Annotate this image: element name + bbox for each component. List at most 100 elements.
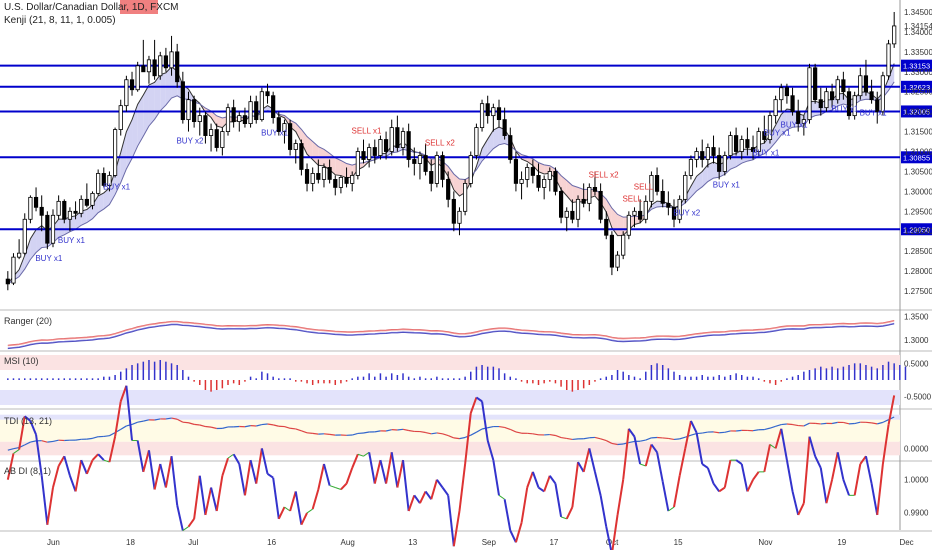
tdi-line-segment [470,431,477,436]
abdi-line-segment [690,420,698,434]
candle-body [333,179,338,188]
candle-body [728,135,733,156]
price-tick-label: 1.33000 [904,68,932,77]
tdi-line-segment [137,420,144,423]
ribbon-segment [482,139,488,162]
candle-body [141,65,146,73]
tdi-line-segment [188,422,195,425]
candle-body [745,139,750,148]
candle-body [446,179,451,200]
abdi-line-segment [814,455,822,469]
tdi-line-segment [402,428,409,432]
abdi-line-segment [582,448,591,473]
candle-body [214,129,219,148]
abdi-line-segment [740,463,749,492]
candle-body [750,147,756,152]
tdi-line-segment [431,432,437,435]
tdi-line-segment [679,436,686,440]
buy-signal-label: BUY x1 [58,236,86,245]
level-tag-label: 1.30855 [903,153,930,162]
candle-body [734,135,739,152]
msi-tick-label: -0.5000 [904,393,932,402]
abdi-line-segment [340,482,348,491]
ribbon-segment [572,185,579,203]
candle-body [293,143,298,150]
abdi-line-segment [357,453,364,457]
ribbon-segment [346,163,353,178]
abdi-line-segment [40,475,49,525]
tdi-line-segment [447,434,455,439]
ribbon-segment [775,114,782,143]
candle-body [813,67,818,101]
candle-body [598,190,603,220]
candle-body [434,155,439,184]
abdi-line-segment [289,491,297,512]
candle-body [395,127,400,148]
time-tick-label: 16 [267,538,276,547]
tdi-line-segment [628,440,635,444]
candle-body [575,198,581,220]
abdi-line-segment [588,448,596,473]
ribbon-segment [323,149,330,170]
abdi-line-segment [300,512,308,526]
abdi-line-segment [650,443,658,453]
candle-body [542,179,547,188]
tdi-line-segment [30,440,37,443]
candle-body [79,198,84,214]
abdi-line-segment [18,416,26,450]
abdi-line-segment [656,452,664,482]
abdi-line-segment [464,413,472,465]
tdi-line-segment [154,418,161,421]
abdi-line-segment [864,455,873,484]
tdi-line-segment [363,431,370,434]
tdi-line-segment [256,424,263,427]
abdi-line-segment [537,486,545,493]
candle-body [208,129,214,136]
abdi-line-segment [785,459,794,492]
candle-body [11,256,16,284]
tdi-line-segment [594,436,601,440]
candle-body [33,196,39,208]
candle-body [824,91,829,109]
buy-signal-label: BUY x1 [860,109,888,118]
ribbon-segment [103,187,110,210]
tdi-line-segment [453,437,460,440]
tdi-line-segment [273,424,279,427]
tdi-line-segment [261,423,268,426]
tdi-line-segment [329,433,336,436]
ribbon-segment [307,136,313,160]
tdi-line-segment [831,421,838,425]
abdi-line-segment [272,477,280,519]
time-tick-label: 19 [837,538,846,547]
abdi-line-segment [176,504,184,531]
abdi-line-segment [57,455,66,467]
ribbon-segment [781,109,787,135]
abdi-line-segment [210,487,218,512]
candle-body [50,214,56,244]
candle-body [468,155,473,184]
abdi-line-segment [164,456,173,488]
tdi-line-segment [668,437,675,441]
price-tick-label: 1.33500 [904,48,932,57]
candle-body [276,117,281,132]
ribbon-segment [148,82,155,126]
buy-signal-label: BUY x2 [176,137,204,146]
abdi-line-segment [142,450,150,473]
abdi-line-segment [797,502,805,516]
tdi-line-segment [199,424,206,428]
candle-body [367,147,372,160]
abdi-line-segment [763,444,771,473]
candle-body [129,79,135,91]
msi-label: MSI (10) [4,356,39,366]
tdi-line-segment [352,432,359,436]
abdi-line-segment [447,495,455,547]
abdi-line-segment [853,463,862,496]
candle-body [231,107,236,123]
tdi-line-segment [13,446,20,450]
candle-body [90,192,95,206]
candle-body [711,147,716,156]
abdi-line-segment [317,463,325,490]
price-tick-label: 1.29000 [904,227,932,236]
ribbon-segment [617,214,624,236]
tdi-line-segment [182,421,189,424]
